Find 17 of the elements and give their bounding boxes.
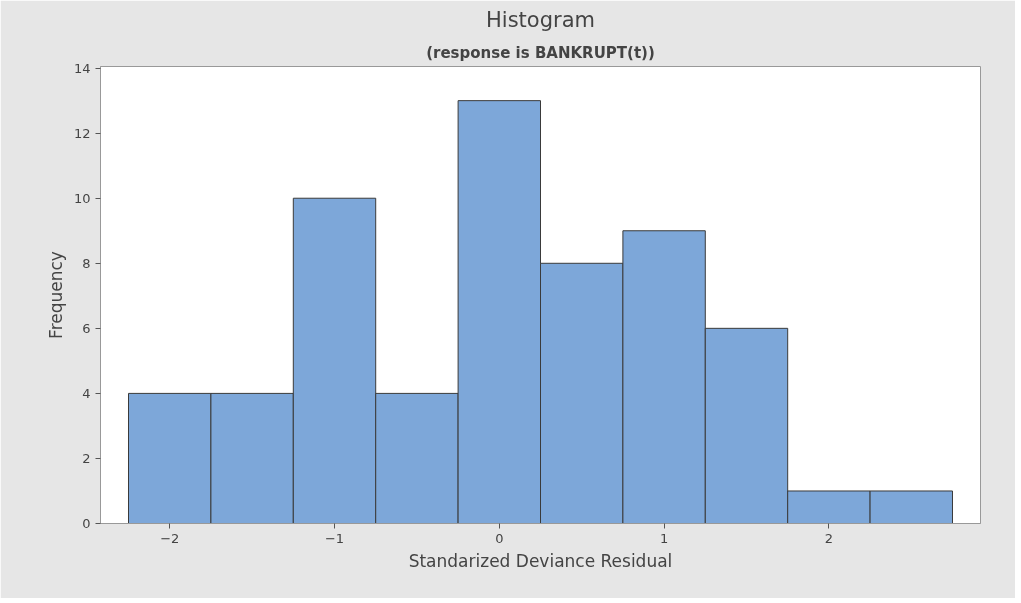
y-tick-label: 14 xyxy=(73,60,91,76)
y-tick-label: 0 xyxy=(82,516,91,531)
chart-subtitle: (response is BANKRUPT(t)) xyxy=(426,43,655,62)
y-tick-label: 12 xyxy=(73,125,91,141)
y-tick-label: 10 xyxy=(73,190,91,206)
y-tick-label: 6 xyxy=(82,320,91,336)
chart-title: Histogram xyxy=(486,7,595,32)
x-tick-label: −2 xyxy=(160,530,180,546)
y-tick-label: 2 xyxy=(82,450,91,466)
y-tick-label: 4 xyxy=(82,385,91,401)
y-axis-title: Frequency xyxy=(45,251,66,339)
x-tick-label: 2 xyxy=(824,530,834,546)
x-tick-label: −1 xyxy=(324,530,345,546)
x-tick-label: 0 xyxy=(495,530,504,546)
x-tick-label: 1 xyxy=(659,530,669,546)
x-axis-title: Standarized Deviance Residual xyxy=(408,550,673,571)
y-tick-label: 8 xyxy=(82,255,91,271)
